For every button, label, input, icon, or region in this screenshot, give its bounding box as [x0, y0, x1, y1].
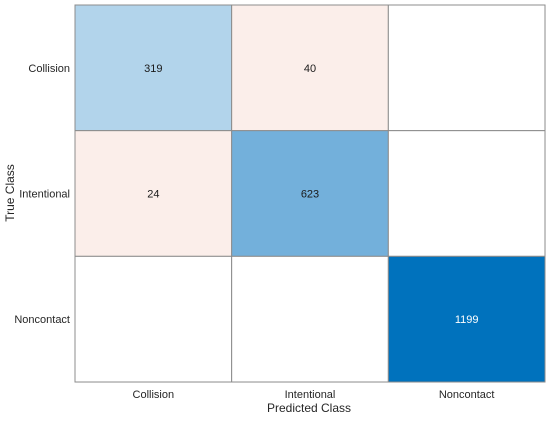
matrix-cell-noncontact-intentional: [231, 255, 389, 383]
x-tick-label: Noncontact: [439, 389, 495, 401]
cell-value-label: 40: [304, 63, 316, 75]
y-tick-label: Noncontact: [14, 314, 70, 326]
x-axis-label: Predicted Class: [267, 401, 351, 415]
x-tick-label: Intentional: [285, 389, 336, 401]
matrix-cell-collision-noncontact: [387, 4, 546, 132]
matrix-cell-collision-collision: [74, 4, 233, 132]
cell-value-label: 24: [147, 189, 159, 201]
matrix-cell-noncontact-collision: [74, 255, 233, 383]
x-tick-labels: Collision Intentional Noncontact: [133, 389, 495, 401]
cell-value-label: 1199: [455, 314, 479, 326]
cell-values-layer: 319 40 24 623 1199: [144, 63, 478, 326]
cell-value-label: 623: [301, 189, 319, 201]
matrix-cell-intentional-collision: [74, 130, 233, 257]
x-tick-label: Collision: [133, 389, 175, 401]
y-tick-label: Collision: [28, 63, 70, 75]
matrix-cell-intentional-noncontact: [387, 130, 546, 257]
matrix-cell-noncontact-noncontact: [387, 255, 546, 383]
y-tick-label: Intentional: [19, 189, 70, 201]
matrix-cell-intentional-intentional: [231, 130, 389, 257]
y-tick-labels: Collision Intentional Noncontact: [14, 63, 70, 326]
matrix-cell-collision-intentional: [231, 4, 389, 132]
y-axis-label: True Class: [3, 164, 17, 222]
cell-value-label: 319: [144, 63, 162, 75]
cells-layer: [74, 4, 546, 383]
